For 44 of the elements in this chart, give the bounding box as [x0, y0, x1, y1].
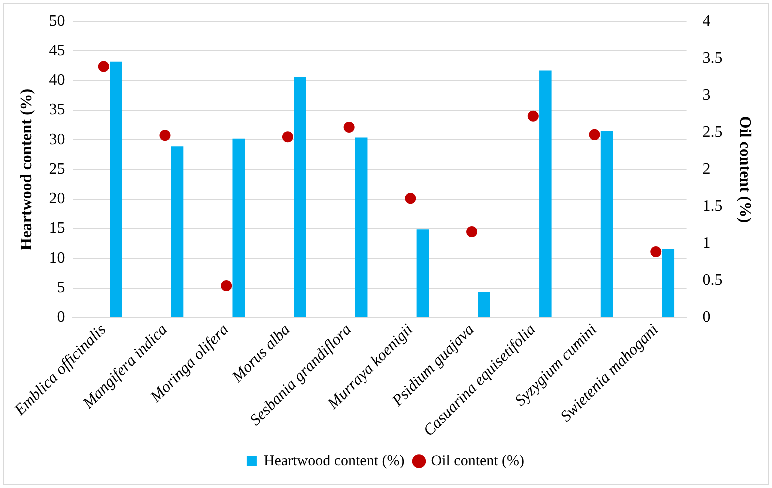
- point: [528, 110, 539, 122]
- y2-tick-label: 4: [702, 12, 711, 30]
- y2-tick-label: 0.5: [702, 272, 723, 290]
- y-tick-label: 50: [49, 12, 66, 30]
- y-tick-label: 40: [49, 72, 66, 90]
- point: [160, 130, 171, 142]
- point: [98, 61, 110, 72]
- y-tick-label: 5: [57, 279, 66, 296]
- y2-tick-label: 2.5: [702, 124, 723, 141]
- y-tick-label: 35: [49, 102, 66, 119]
- bar: [416, 230, 430, 318]
- y2-tick-label: 1: [702, 235, 711, 252]
- bar: [540, 70, 552, 318]
- y2-axis-title: Oil content (%): [736, 116, 754, 224]
- point: [650, 246, 662, 258]
- point: [344, 122, 355, 134]
- y2-tick-label: 0: [702, 309, 711, 326]
- bar: [171, 146, 184, 318]
- y2-tick-label: 3.5: [702, 50, 723, 67]
- point: [589, 129, 600, 140]
- y-tick-label: 30: [49, 131, 66, 148]
- y-tick-label: 45: [49, 42, 66, 60]
- y-tick-label: 15: [49, 220, 66, 238]
- y-axis-title: Heartwood content (%): [18, 88, 36, 251]
- y-tick-label: 25: [49, 160, 66, 178]
- point: [405, 193, 416, 204]
- bar: [232, 138, 246, 318]
- bar: [355, 138, 368, 318]
- bar: [478, 292, 490, 318]
- y-tick-label: 20: [49, 190, 66, 208]
- legend-label: Oil content (%): [431, 453, 525, 470]
- point: [282, 132, 294, 143]
- bar: [662, 249, 675, 318]
- legend-label: Heartwood content (%): [264, 453, 405, 470]
- y2-tick-label: 1.5: [702, 198, 723, 215]
- bar: [110, 62, 122, 318]
- bar: [600, 131, 614, 318]
- y2-tick-label: 3: [702, 86, 711, 104]
- y2-tick-label: 2: [702, 160, 711, 178]
- y-tick-label: 10: [49, 250, 66, 267]
- point: [466, 226, 478, 238]
- bar: [294, 77, 306, 318]
- y-tick-label: 0: [57, 309, 66, 326]
- point: [221, 280, 232, 292]
